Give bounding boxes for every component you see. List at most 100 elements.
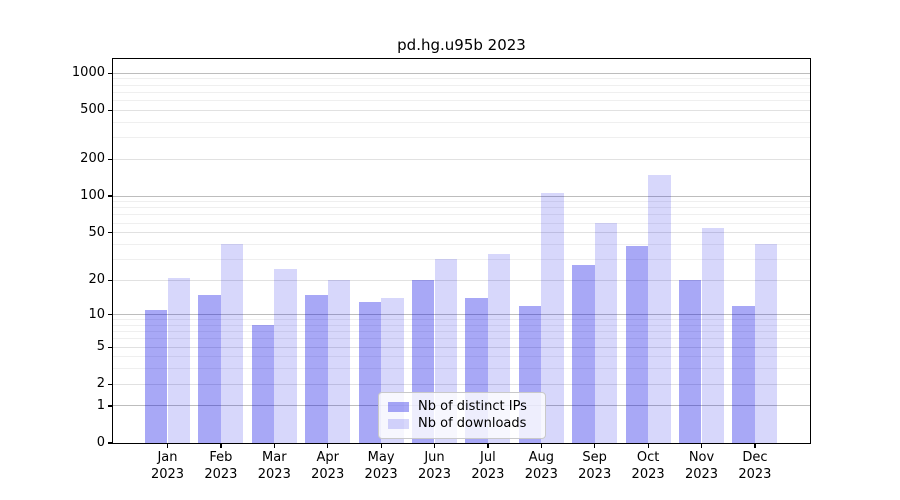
x-tick-may [380,443,382,448]
gridline-minor-4 [113,356,810,358]
y-tick-10 [108,314,113,316]
x-tick-label-sep: Sep 2023 [578,450,612,482]
y-tick-2 [108,383,113,385]
gridline-y-100 [113,195,810,197]
y-tick-label-50: 50 [88,224,105,240]
gridline-minor-70 [113,214,810,216]
y-tick-label-100: 100 [80,188,105,204]
x-tick-sep [594,443,596,448]
gridline-minor-9 [113,319,810,321]
y-tick-1000 [108,72,113,75]
legend-label-nb-of-distinct-ips: Nb of distinct IPs [418,399,527,414]
gridline-y-2 [113,383,810,385]
plot-area [113,59,810,443]
x-tick-label-may: May 2023 [364,450,398,482]
bar-sep-nb-of-downloads [594,223,618,443]
y-tick-0 [108,442,113,444]
gridline-minor-60 [113,222,810,224]
gridline-minor-8 [113,324,810,326]
gridline-minor-600 [113,100,810,102]
gridline-minor-7 [113,331,810,333]
gridline-minor-30 [113,258,810,260]
y-tick-50 [108,232,113,234]
gridline-minor-800 [113,84,810,86]
x-tick-label-oct: Oct 2023 [631,450,665,482]
x-tick-jul [487,443,489,448]
x-tick-label-jul: Jul 2023 [471,450,505,482]
y-tick-label-10: 10 [88,306,105,322]
x-tick-feb [220,443,222,448]
gridline-y-5 [113,346,810,348]
gridline-y-20 [113,279,810,281]
x-tick-label-dec: Dec 2023 [738,450,772,482]
gridline-y-1000 [113,72,810,74]
gridline-minor-900 [113,78,810,80]
gridline-minor-40 [113,243,810,245]
gridline-minor-3 [113,368,810,370]
bar-dec-nb-of-downloads [754,244,778,443]
gridline-minor-300 [113,137,810,139]
gridline-minor-6 [113,338,810,340]
chart-title: pd.hg.u95b 2023 [397,36,526,54]
legend-swatch-nb-of-downloads-icon [388,419,409,429]
bar-may-nb-of-distinct-ips [358,301,382,443]
x-tick-jan [166,443,169,448]
y-tick-500 [108,109,113,112]
bar-nov-nb-of-downloads [701,227,725,443]
x-tick-dec [754,443,756,448]
bar-aug-nb-of-downloads [541,193,564,443]
x-tick-apr [327,443,329,448]
y-tick-20 [108,279,113,281]
x-tick-label-nov: Nov 2023 [684,450,719,482]
x-tick-mar [273,443,275,448]
legend: Nb of distinct IPs Nb of downloads [378,392,546,439]
y-tick-label-5: 5 [96,339,105,355]
x-tick-label-mar: Mar 2023 [257,450,291,482]
gridline-minor-90 [113,201,810,203]
gridline-minor-700 [113,91,810,93]
x-tick-label-aug: Aug 2023 [524,450,558,482]
gridline-y-50 [113,232,810,234]
x-tick-label-feb: Feb 2023 [204,450,238,482]
gridline-y-10 [113,314,810,316]
bar-feb-nb-of-distinct-ips [198,294,221,443]
y-tick-label-0: 0 [96,435,105,450]
x-tick-oct [647,443,649,448]
bar-oct-nb-of-downloads [648,174,671,443]
bar-dec-nb-of-distinct-ips [732,305,755,443]
bar-oct-nb-of-distinct-ips [625,245,649,443]
y-tick-1 [108,405,113,407]
y-tick-5 [108,346,113,348]
y-tick-label-20: 20 [88,272,105,288]
gridline-minor-80 [113,207,810,209]
bar-sep-nb-of-distinct-ips [572,264,595,443]
legend-label-nb-of-downloads: Nb of downloads [418,416,527,431]
y-tick-200 [108,158,113,160]
bar-feb-nb-of-downloads [220,244,244,443]
bar-mar-nb-of-downloads [274,268,297,443]
x-tick-nov [700,443,703,448]
x-tick-aug [540,443,542,448]
legend-item-nb-of-downloads: Nb of downloads [388,416,536,432]
x-tick-jun [433,443,436,448]
x-tick-label-jun: Jun 2023 [417,450,452,482]
y-tick-100 [108,195,113,197]
bar-apr-nb-of-downloads [327,280,351,443]
y-tick-label-2: 2 [96,376,105,392]
bar-apr-nb-of-distinct-ips [305,294,328,443]
bar-jan-nb-of-downloads [167,277,191,443]
legend-swatch-nb-of-distinct-ips-icon [388,402,409,412]
y-tick-label-1000: 1000 [71,65,105,81]
gridline-minor-400 [113,121,810,123]
x-tick-label-jan: Jan 2023 [150,450,185,482]
gridline-y-500 [113,109,810,111]
bar-jan-nb-of-distinct-ips [144,310,168,443]
y-tick-label-500: 500 [80,102,105,118]
x-tick-label-apr: Apr 2023 [311,450,345,482]
y-tick-label-200: 200 [80,151,105,167]
bar-mar-nb-of-distinct-ips [251,325,275,443]
bar-nov-nb-of-distinct-ips [678,280,702,443]
y-tick-label-1: 1 [96,397,105,413]
legend-item-nb-of-distinct-ips: Nb of distinct IPs [388,399,536,415]
